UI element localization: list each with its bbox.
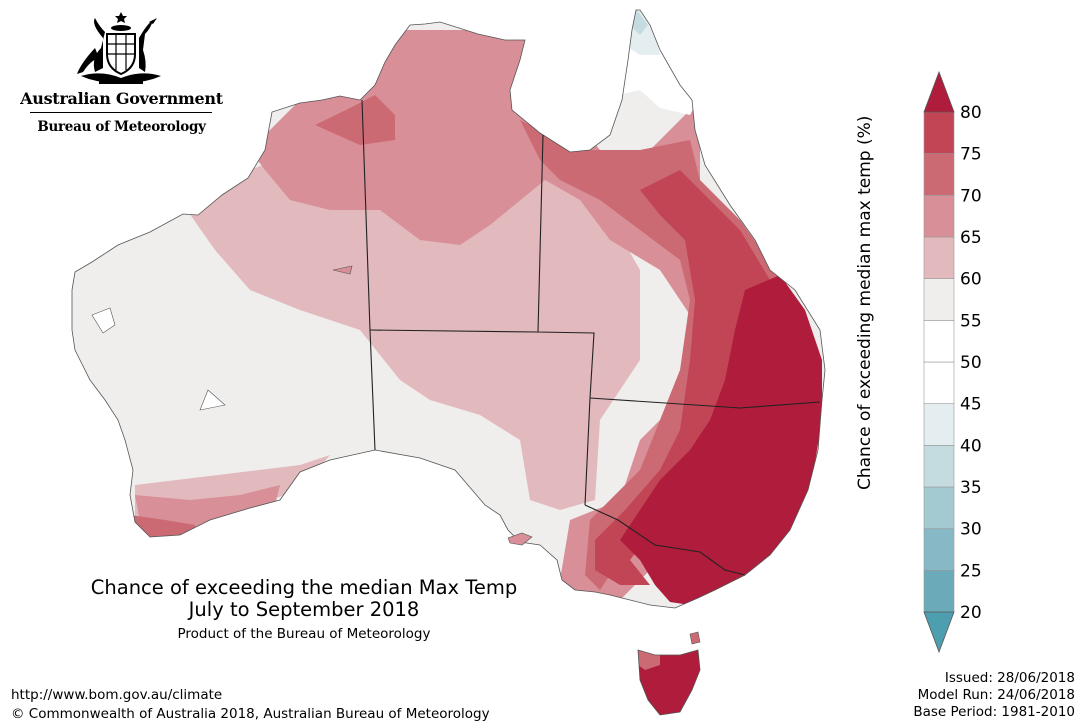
map-title: Chance of exceeding the median Max Temp xyxy=(90,576,518,599)
header-divider xyxy=(30,112,212,113)
border-sa-nsw-vic xyxy=(584,397,591,506)
legend-ticks: 20 25 30 35 40 45 50 55 60 65 70 75 80 xyxy=(960,103,982,623)
legend-tick-label: 50 xyxy=(960,353,982,373)
legend-tick-label: 60 xyxy=(960,270,982,290)
border-qld-nsw xyxy=(589,397,821,409)
legend-band xyxy=(923,111,955,154)
government-name: Australian Government xyxy=(20,89,223,108)
zone-40-45-cape-york xyxy=(625,10,660,55)
lake-outline xyxy=(91,307,116,334)
mainland-coastline xyxy=(71,9,826,609)
bureau-name: Bureau of Meteorology xyxy=(37,119,206,135)
legend-band xyxy=(923,278,955,321)
legend-over-arrow xyxy=(923,70,955,113)
lake-outline xyxy=(332,265,353,275)
legend-band xyxy=(923,445,955,488)
legend-under-arrow xyxy=(923,611,955,654)
legend-tick-label: 75 xyxy=(960,145,982,165)
legend-tick-label: 65 xyxy=(960,228,982,248)
legend-axis-label: Chance of exceeding median max temp (%) xyxy=(855,115,875,490)
legend-tick-label: 20 xyxy=(960,603,982,623)
legend-band xyxy=(923,195,955,238)
copyright-notice: © Commonwealth of Australia 2018, Austra… xyxy=(11,706,490,722)
legend-band xyxy=(923,153,955,196)
legend-tick-label: 70 xyxy=(960,186,982,206)
legend-band xyxy=(923,570,955,613)
legend-tick-label: 25 xyxy=(960,561,982,581)
legend-tick-label: 40 xyxy=(960,436,982,456)
kangaroo-island xyxy=(507,532,533,546)
legend-band xyxy=(923,236,955,279)
zone-60-65-north xyxy=(180,130,640,510)
legend-tick-label: 30 xyxy=(960,520,982,540)
legend-band xyxy=(923,320,955,363)
map-period: July to September 2018 xyxy=(188,598,420,621)
border-qld-nt-sa xyxy=(537,134,595,399)
border-nt-sa xyxy=(369,329,539,333)
legend-tick-label: 45 xyxy=(960,395,982,415)
legend-band xyxy=(923,403,955,446)
border-nsw-vic xyxy=(584,504,746,576)
model-run-date: Model Run: 24/06/2018 xyxy=(917,687,1075,703)
legend-tick-label: 35 xyxy=(960,478,982,498)
flinders-island xyxy=(689,631,701,645)
legend-colorbar xyxy=(923,70,955,654)
state-borders xyxy=(361,99,821,576)
legend-band xyxy=(923,486,955,529)
issued-date: Issued: 28/06/2018 xyxy=(944,670,1075,686)
zone-75-80 xyxy=(595,170,770,585)
coat-of-arms-icon xyxy=(77,12,161,84)
product-credit: Product of the Bureau of Meteorology xyxy=(177,626,431,642)
source-url[interactable]: http://www.bom.gov.au/climate xyxy=(11,687,223,703)
zone-70-75-kimberley xyxy=(315,95,395,145)
issue-info: Issued: 28/06/2018 Model Run: 24/06/2018… xyxy=(913,670,1075,721)
legend-tick-label: 80 xyxy=(960,103,982,123)
zone-65-70-southwest xyxy=(135,485,280,530)
legend-band xyxy=(923,361,955,404)
tasmania-coastline xyxy=(637,649,701,716)
legend-tick-label: 55 xyxy=(960,311,982,331)
legend-band xyxy=(923,528,955,571)
lake-outline xyxy=(199,389,226,411)
zone-over-80 xyxy=(620,275,822,605)
base-period: Base Period: 1981-2010 xyxy=(913,704,1075,720)
